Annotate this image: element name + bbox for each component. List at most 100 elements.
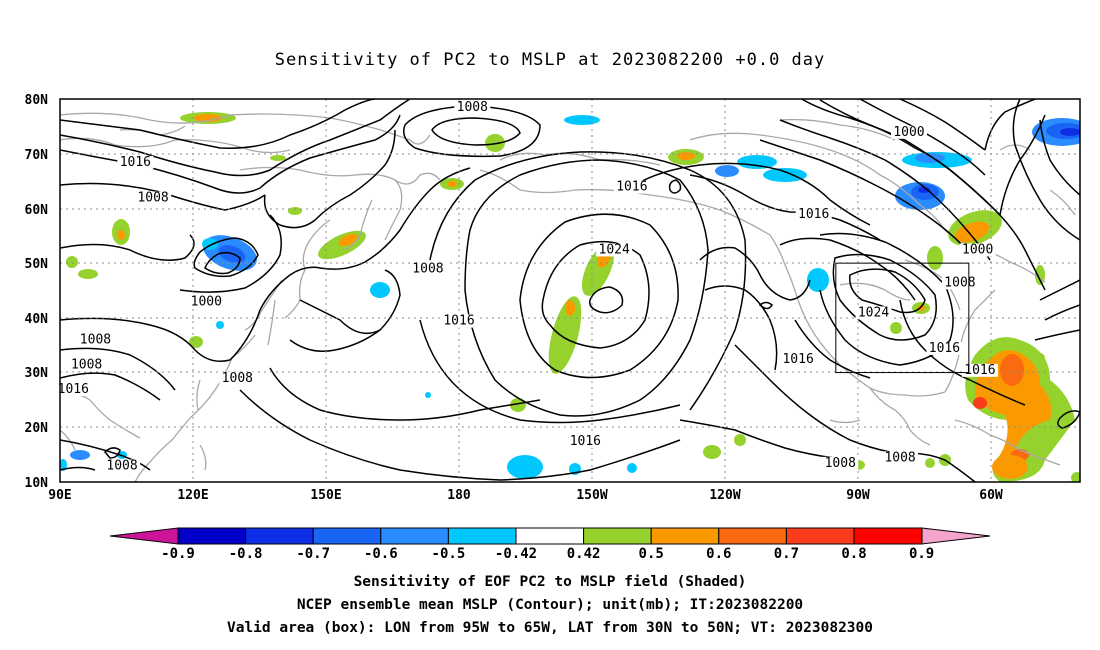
negative-sensitivity-patches (60, 115, 1080, 479)
contour-label: 1008 (80, 333, 111, 348)
colorbar-tick-label: -0.8 (229, 546, 263, 562)
contour-label-background (822, 456, 859, 470)
valid-area-box (835, 262, 970, 374)
lon-label-120e: 120E (177, 488, 208, 503)
contour-label: 1024 (858, 305, 889, 320)
lat-label-40n: 40N (25, 312, 49, 327)
lat-label-20n: 20N (25, 421, 49, 436)
contour-label-background (959, 243, 996, 257)
contour-label-background (454, 101, 491, 115)
colorbar-segment (447, 527, 517, 545)
contour-label-background (135, 191, 172, 205)
colorbar-tick-label: 0.9 (909, 546, 934, 562)
contour-label-background (441, 314, 477, 328)
colorbar-segment (583, 527, 652, 545)
contour-label-background (409, 262, 446, 276)
contour-label-background (855, 306, 892, 320)
colorbar-segment (515, 527, 585, 545)
contour-label-background (188, 295, 225, 309)
lon-label-60w: 60W (979, 488, 1003, 503)
contour-label: 1008 (106, 459, 137, 474)
lon-label-150w: 150W (576, 488, 607, 503)
contour-label: 1016 (782, 352, 813, 367)
lat-label-60n: 60N (25, 203, 49, 218)
colorbar-segment (650, 527, 720, 545)
contour-label: 1000 (962, 242, 993, 257)
colorbar-labels: -0.9 -0.8 -0.7 -0.6 -0.5 -0.42 0.42 0.5 0.6 0.7 0.… (161, 546, 934, 562)
contour-label-background (567, 434, 604, 448)
contour-label: 1016 (929, 341, 960, 356)
colorbar-low-triangle (109, 527, 179, 545)
footer-line-3: Valid area (box): LON from 95W to 65W, L… (226, 620, 873, 636)
contour-label: 1008 (222, 371, 253, 386)
contour-label-background (882, 451, 919, 465)
lon-label-150e: 150E (310, 488, 341, 503)
colorbar-segment (245, 527, 314, 545)
colorbar-tick-label: 0.8 (841, 546, 866, 562)
contour-label-background (68, 358, 105, 372)
contour-label-background (613, 180, 650, 194)
colorbar: -0.9 -0.8 -0.7 -0.6 -0.5 -0.42 0.42 0.5 0.6 0.7 0.… (109, 527, 991, 562)
contour-label: 1016 (58, 382, 89, 397)
contour-label: 1000 (191, 294, 222, 309)
latitude-labels: 80N 70N 60N 50N 40N 30N 20N 10N (25, 93, 49, 491)
colorbar-segment (785, 527, 855, 545)
contour-label-background (780, 352, 817, 366)
colorbar-segment (853, 527, 923, 545)
contour-label: 1008 (825, 456, 856, 471)
lat-label-30n: 30N (25, 366, 49, 381)
contour-label-background (890, 125, 927, 139)
contour-label: 1016 (570, 434, 601, 449)
footer-line-1: Sensitivity of EOF PC2 to MSLP field (Sh… (353, 574, 747, 590)
contour-label-background (77, 333, 114, 347)
colorbar-tick-label: -0.9 (161, 546, 195, 562)
contour-label: 1016 (964, 363, 995, 378)
lon-label-180: 180 (447, 488, 471, 503)
colorbar-tick-label: -0.6 (364, 546, 398, 562)
contour-label: 1016 (616, 180, 647, 195)
contour-label-background (55, 382, 92, 396)
contour-label: 1000 (893, 125, 924, 140)
contour-label: 1008 (137, 190, 168, 205)
lat-label-50n: 50N (25, 257, 49, 272)
colorbar-segments (177, 527, 923, 545)
plot-frame (59, 98, 1081, 483)
contour-labels: 1008 1016 1008 1000 1016 1016 1024 1008 1000 1008… (55, 100, 998, 474)
colorbar-tick-label: 0.7 (774, 546, 799, 562)
lat-label-70n: 70N (25, 148, 49, 163)
contour-label: 1016 (798, 207, 829, 222)
longitude-labels: 90E 120E 150E 180 150W 120W 90W 60W (48, 488, 1003, 503)
contour-label: 1008 (884, 450, 915, 465)
contour-label: 1008 (71, 357, 102, 372)
contour-label-background (961, 363, 998, 377)
contour-label-background (926, 341, 963, 355)
lat-label-10n: 10N (25, 476, 49, 491)
lon-label-90e: 90E (48, 488, 71, 503)
colorbar-segment (380, 527, 449, 545)
contour-label-background (795, 207, 832, 221)
colorbar-tick-label: 0.6 (706, 546, 731, 562)
colorbar-tick-label: 0.42 (567, 546, 601, 562)
contour-label: 1016 (120, 155, 151, 170)
colorbar-tick-label: 0.5 (639, 546, 664, 562)
lat-label-80n: 80N (25, 93, 49, 108)
contour-label-background (596, 243, 633, 257)
contour-label-background (104, 459, 141, 473)
map-title: Sensitivity of PC2 to MSLP at 2023082200… (274, 50, 826, 70)
colorbar-segment (312, 527, 382, 545)
contour-label-background (117, 155, 154, 169)
contour-label: 1024 (599, 242, 630, 257)
colorbar-tick-label: -0.42 (495, 546, 537, 562)
lon-label-120w: 120W (709, 488, 740, 503)
lon-label-90w: 90W (846, 488, 870, 503)
map-grid (60, 99, 1080, 482)
contour-label: 1016 (443, 314, 474, 329)
colorbar-high-triangle (921, 527, 991, 545)
footer-line-2: NCEP ensemble mean MSLP (Contour); unit(… (296, 597, 804, 613)
contour-label: 1008 (944, 275, 975, 290)
colorbar-tick-label: -0.5 (432, 546, 466, 562)
colorbar-tick-label: -0.7 (296, 546, 330, 562)
contour-label: 1008 (457, 100, 488, 115)
colorbar-segment (177, 527, 247, 545)
